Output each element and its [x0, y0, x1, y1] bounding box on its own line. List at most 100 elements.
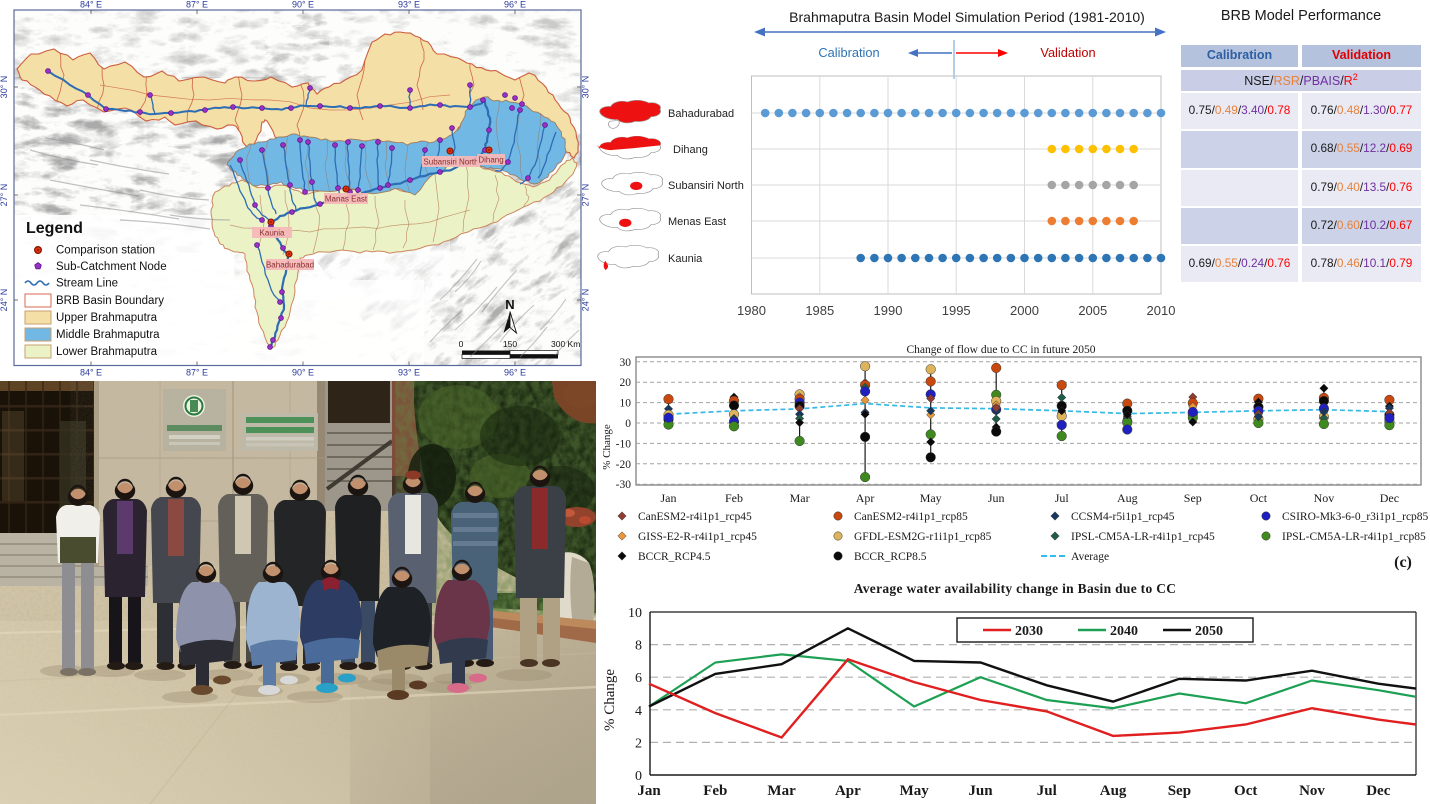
svg-text:2000: 2000 [1010, 303, 1039, 318]
svg-text:Comparison station: Comparison station [56, 245, 155, 257]
svg-text:Jun: Jun [968, 783, 993, 799]
svg-text:% Change: % Change [602, 669, 618, 731]
svg-text:BCCR_RCP8.5: BCCR_RCP8.5 [854, 551, 927, 563]
svg-text:Aug: Aug [1117, 491, 1138, 505]
svg-text:Calibration: Calibration [818, 45, 879, 60]
svg-text:300 Km: 300 Km [551, 339, 580, 349]
svg-text:30° N: 30° N [581, 76, 591, 99]
svg-text:2005: 2005 [1078, 303, 1107, 318]
svg-text:CanESM2-r4i1p1_rcp85: CanESM2-r4i1p1_rcp85 [854, 511, 968, 523]
svg-text:Oct: Oct [1250, 491, 1268, 505]
svg-text:Change of flow due to CC in f: Change of flow due to CC in future 2050 [906, 344, 1095, 356]
svg-text:2010: 2010 [1147, 303, 1176, 318]
svg-text:Legend: Legend [26, 220, 83, 237]
svg-text:Menas East: Menas East [668, 216, 726, 228]
svg-text:1980: 1980 [737, 303, 766, 318]
svg-text:Jul: Jul [1037, 783, 1057, 799]
svg-text:N: N [505, 297, 514, 312]
svg-text:Feb: Feb [703, 783, 727, 799]
svg-text:96° E: 96° E [504, 0, 526, 10]
svg-text:-10: -10 [616, 438, 632, 450]
svg-text:0: 0 [459, 339, 464, 349]
svg-text:Dihang: Dihang [673, 144, 708, 156]
svg-text:2040: 2040 [1110, 624, 1138, 639]
svg-text:May: May [920, 491, 942, 505]
svg-text:90° E: 90° E [292, 0, 314, 10]
svg-text:-30: -30 [616, 479, 632, 491]
svg-text:2050: 2050 [1195, 624, 1223, 639]
svg-text:20: 20 [620, 377, 632, 389]
svg-text:Bahadurabad: Bahadurabad [266, 261, 314, 270]
svg-text:Bahadurabad: Bahadurabad [668, 108, 734, 120]
svg-text:Sub-Catchment Node: Sub-Catchment Node [56, 261, 167, 273]
svg-text:Feb: Feb [725, 491, 743, 505]
svg-text:Dec: Dec [1366, 783, 1390, 799]
svg-text:Mar: Mar [767, 783, 796, 799]
svg-text:CCSM4-r5i1p1_rcp45: CCSM4-r5i1p1_rcp45 [1071, 511, 1175, 523]
svg-text:(c): (c) [1394, 554, 1412, 571]
svg-text:10: 10 [628, 606, 642, 621]
svg-text:Subansiri North: Subansiri North [668, 180, 744, 192]
svg-text:Dec: Dec [1380, 491, 1399, 505]
svg-text:CanESM2-r4i1p1_rcp45: CanESM2-r4i1p1_rcp45 [638, 511, 752, 523]
svg-text:Kaunia: Kaunia [260, 229, 285, 238]
svg-text:Apr: Apr [856, 491, 875, 505]
svg-text:IPSL-CM5A-LR-r4i1p1_rcp45: IPSL-CM5A-LR-r4i1p1_rcp45 [1071, 531, 1215, 543]
svg-text:1985: 1985 [805, 303, 834, 318]
svg-text:87° E: 87° E [186, 0, 208, 10]
svg-text:Aug: Aug [1100, 783, 1127, 799]
svg-text:Stream Line: Stream Line [56, 278, 118, 290]
svg-text:Middle Brahmaputra: Middle Brahmaputra [56, 329, 160, 341]
svg-text:84° E: 84° E [80, 368, 102, 378]
svg-text:IPSL-CM5A-LR-r4i1p1_rcp85: IPSL-CM5A-LR-r4i1p1_rcp85 [1282, 531, 1426, 543]
svg-text:Average water availability ch: Average water availability change in Bas… [854, 581, 1177, 596]
svg-text:93° E: 93° E [398, 0, 420, 10]
svg-text:0: 0 [625, 418, 631, 430]
svg-text:BCCR_RCP4.5: BCCR_RCP4.5 [638, 551, 711, 563]
svg-text:Nov: Nov [1299, 783, 1325, 799]
svg-text:Sep: Sep [1184, 491, 1202, 505]
svg-text:Jan: Jan [637, 783, 661, 799]
svg-text:84° E: 84° E [80, 0, 102, 10]
svg-text:Nov: Nov [1314, 491, 1335, 505]
svg-text:-20: -20 [616, 459, 632, 471]
svg-text:87° E: 87° E [186, 368, 208, 378]
svg-text:8: 8 [635, 639, 642, 654]
svg-text:150: 150 [503, 339, 517, 349]
svg-text:1990: 1990 [874, 303, 903, 318]
svg-text:Upper Brahmaputra: Upper Brahmaputra [56, 312, 158, 324]
svg-text:% Change: % Change [601, 424, 613, 470]
svg-text:24° N: 24° N [0, 289, 9, 312]
svg-text:GISS-E2-R-r4i1p1_rcp45: GISS-E2-R-r4i1p1_rcp45 [638, 531, 757, 543]
svg-text:May: May [900, 783, 930, 799]
svg-text:Subansiri North: Subansiri North [423, 158, 478, 167]
svg-text:Jul: Jul [1055, 491, 1070, 505]
svg-text:Validation: Validation [1040, 45, 1095, 60]
svg-text:Brahmaputra Basin Model Simula: Brahmaputra Basin Model Simulation Perio… [789, 9, 1145, 25]
svg-text:0: 0 [635, 769, 642, 784]
svg-text:2030: 2030 [1015, 624, 1043, 639]
svg-text:Lower Brahmaputra: Lower Brahmaputra [56, 346, 158, 358]
svg-text:30° N: 30° N [0, 76, 9, 99]
svg-text:Oct: Oct [1234, 783, 1257, 799]
svg-text:24° N: 24° N [581, 289, 591, 312]
svg-text:93° E: 93° E [398, 368, 420, 378]
svg-text:27° N: 27° N [581, 184, 591, 207]
svg-text:1995: 1995 [942, 303, 971, 318]
svg-text:Jun: Jun [988, 491, 1005, 505]
svg-text:Manas East: Manas East [325, 195, 368, 204]
svg-text:Jan: Jan [661, 491, 677, 505]
svg-text:6: 6 [635, 671, 642, 686]
svg-text:GFDL-ESM2G-r1i1p1_rcp85: GFDL-ESM2G-r1i1p1_rcp85 [854, 531, 992, 543]
svg-text:Dihang: Dihang [478, 156, 503, 165]
svg-text:10: 10 [620, 398, 632, 410]
svg-text:27° N: 27° N [0, 184, 9, 207]
svg-text:Apr: Apr [835, 783, 861, 799]
svg-text:Kaunia: Kaunia [668, 253, 703, 265]
svg-text:Average: Average [1071, 551, 1109, 563]
svg-text:Sep: Sep [1168, 783, 1191, 799]
svg-text:2: 2 [635, 736, 642, 751]
svg-text:90° E: 90° E [292, 368, 314, 378]
svg-text:96° E: 96° E [504, 368, 526, 378]
svg-text:Mar: Mar [790, 491, 810, 505]
